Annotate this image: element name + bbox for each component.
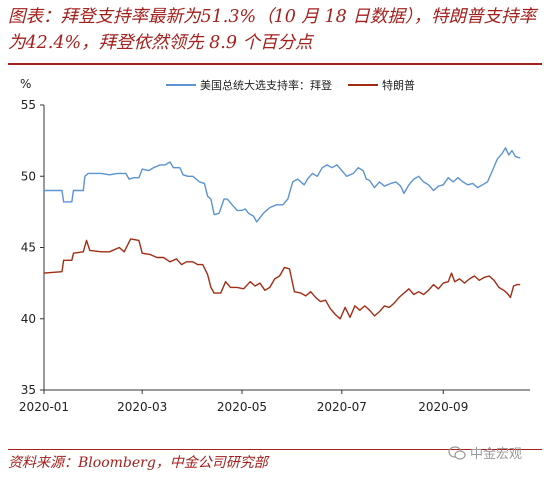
y-tick-label: 45 [21,241,36,255]
watermark: 中金宏观 [448,443,522,462]
x-tick-label: 2020-09 [418,400,468,414]
x-tick-label: 2020-07 [317,400,367,414]
y-tick-label: 50 [21,169,36,183]
wechat-icon [448,445,466,460]
source-note: 资料来源：Bloomberg，中金公司研究部 [8,455,268,471]
line-chart: % 35 40 45 50 55 2020-01 2020-03 2020-05 2020-07… [19,77,530,414]
title-divider [8,63,542,65]
x-tick-label: 2020-03 [117,400,167,414]
axes [40,104,530,394]
y-tick-label: 35 [21,383,36,397]
y-tick-label: 55 [21,98,36,112]
legend: 美国总统大选支持率：拜登 特朗普 [166,78,415,92]
tick-labels: 35 40 45 50 55 2020-01 2020-03 2020-05 2020-07 20… [19,98,468,414]
legend-label-1: 美国总统大选支持率：拜登 [200,78,332,92]
x-tick-label: 2020-01 [19,400,69,414]
legend-label-2: 特朗普 [382,78,415,92]
series-line-1 [44,147,521,223]
y-tick-label: 40 [21,312,36,326]
source-divider [8,449,542,450]
chart-title: 图表：拜登支持率最新为51.3%（10 月 18 日数据），特朗普支持率为42.… [8,7,537,53]
watermark-text: 中金宏观 [470,447,523,462]
y-axis-unit: % [20,77,31,91]
series-line-2 [43,238,521,320]
series-lines [43,147,521,320]
x-tick-label: 2020-05 [217,400,267,414]
